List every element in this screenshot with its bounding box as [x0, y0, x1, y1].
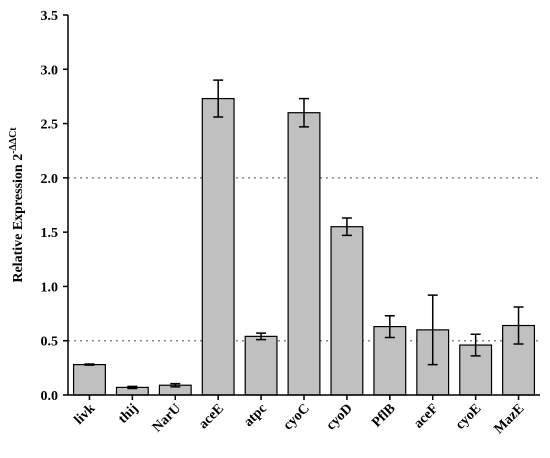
x-tick-label: thij	[116, 401, 141, 426]
error-bar	[299, 97, 309, 128]
bar	[201, 97, 235, 396]
y-tick-label: 0.5	[41, 335, 59, 350]
x-tick-label: PflB	[369, 401, 398, 430]
y-tick-label: 1.0	[41, 280, 59, 295]
x-tick-label: cyoD	[324, 401, 356, 433]
x-tick-label: NarU	[150, 401, 184, 435]
error-bar	[470, 333, 481, 357]
y-axis-label-text: Relative Expression 2	[11, 154, 26, 283]
y-tick-label: 3.5	[41, 9, 59, 24]
y-tick-label: 0.0	[41, 389, 59, 404]
y-tick-label: 2.0	[41, 172, 59, 187]
bar	[72, 364, 106, 396]
x-tick-label: atpc	[241, 401, 270, 430]
y-tick-label: 1.5	[41, 226, 59, 241]
x-tick-label: livk	[72, 401, 99, 428]
bar	[244, 335, 278, 396]
error-bar	[213, 79, 224, 118]
x-tick-label: cyoC	[281, 401, 313, 433]
x-tick-label: MazE	[491, 401, 527, 437]
error-bar	[513, 306, 524, 345]
error-bar	[170, 382, 181, 388]
x-tick-label: aceE	[196, 401, 227, 432]
error-bar	[341, 217, 352, 237]
error-bar	[427, 294, 438, 366]
bar	[330, 226, 364, 396]
error-bar	[256, 332, 267, 341]
bar	[287, 112, 321, 396]
y-tick-label: 2.5	[41, 118, 59, 133]
error-bar	[84, 363, 95, 366]
x-tick-label: aceF	[411, 401, 441, 431]
error-bar	[127, 385, 138, 390]
y-axis-label-superscript: -ΔΔCt	[8, 127, 19, 154]
error-bar	[384, 314, 395, 339]
y-axis-label: Relative Expression 2-ΔΔCt	[8, 127, 26, 283]
x-tick-label: cyoE	[453, 401, 485, 433]
y-tick-label: 3.0	[41, 63, 59, 78]
